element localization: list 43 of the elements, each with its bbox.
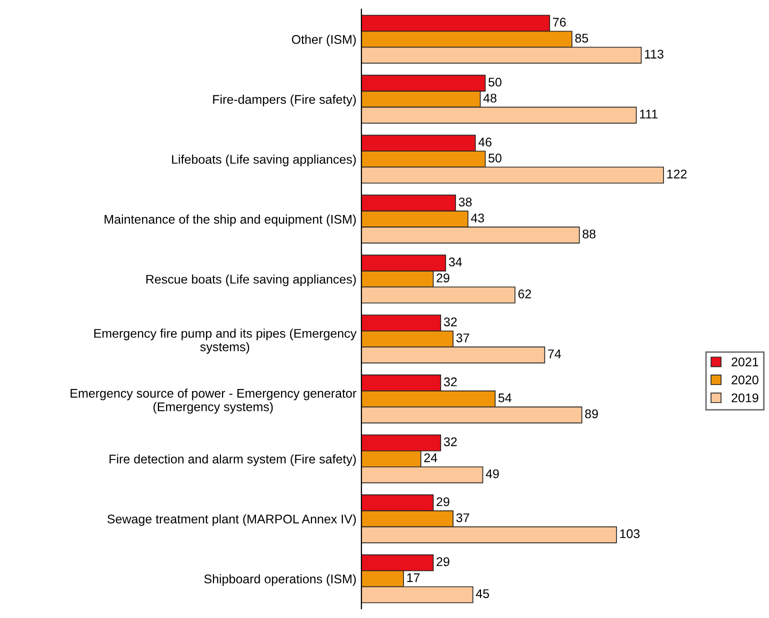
data-label: 37 (456, 513, 470, 522)
data-label: 45 (476, 589, 490, 598)
data-label: 103 (620, 529, 640, 538)
y-tick-label: Rescue boats (Life saving appliances) (146, 274, 356, 286)
data-label: 34 (448, 258, 462, 266)
y-tick-label: Fire-dampers (Fire safety) (213, 94, 356, 106)
data-label: 29 (436, 557, 450, 566)
data-label: 32 (444, 437, 457, 446)
data-label: 50 (488, 154, 502, 162)
legend-label: 2021 (732, 358, 758, 366)
data-label: 48 (483, 94, 496, 103)
legend-label: 2019 (732, 393, 758, 402)
data-label: 85 (575, 34, 588, 43)
data-label: 76 (553, 18, 566, 27)
data-label: 111 (640, 110, 658, 118)
data-label: 113 (644, 50, 664, 59)
y-tick-label: Fire detection and alarm system (Fire safety) (110, 454, 356, 466)
y-tick-label: Emergency fire pump and its pipes (Emergency systems) (94, 328, 357, 354)
y-tick-label: Sewage treatment plant (MARPOL Annex IV) (107, 514, 356, 526)
data-label: 17 (407, 573, 420, 582)
data-label: 46 (478, 138, 492, 147)
data-label: 88 (582, 230, 596, 238)
y-tick-label: Other (ISM) (292, 34, 356, 46)
data-label: 32 (444, 317, 457, 326)
data-label: 38 (458, 198, 472, 206)
y-tick-label: Lifeboats (Life saving appliances) (172, 154, 356, 166)
data-label: 49 (486, 469, 499, 478)
data-label: 29 (436, 274, 450, 282)
data-label: 43 (470, 214, 484, 222)
y-tick-label: Shipboard operations (ISM) (204, 574, 356, 586)
legend-label: 2020 (732, 375, 758, 384)
y-tick-label: Maintenance of the ship and equipment (ISM) (104, 214, 356, 226)
data-label: 24 (424, 453, 438, 462)
data-label: 62 (518, 290, 532, 298)
data-label: 54 (498, 394, 512, 402)
data-label: 29 (436, 497, 450, 506)
data-label: 50 (488, 78, 502, 87)
data-label: 89 (585, 409, 598, 418)
data-label: 37 (456, 333, 470, 342)
data-label: 122 (667, 170, 687, 178)
data-label: 32 (444, 377, 457, 386)
data-label: 74 (548, 350, 561, 358)
y-tick-label: Emergency source of power - Emergency generator (Emergency systems) (70, 388, 356, 414)
